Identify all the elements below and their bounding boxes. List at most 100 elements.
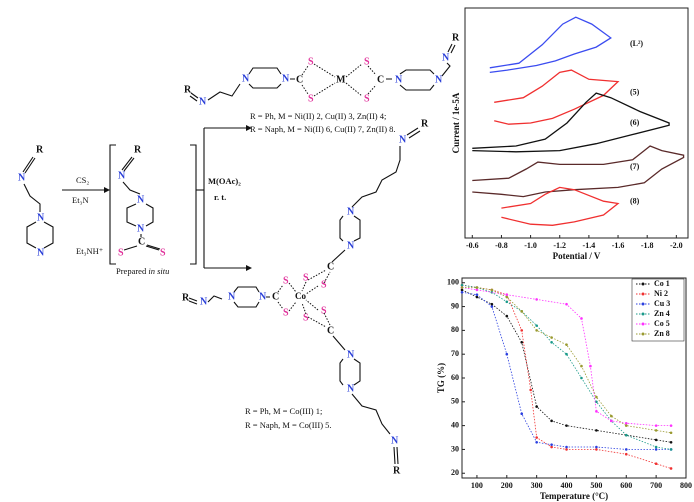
x-tick-label: -1.4 [583, 241, 596, 250]
point [520, 341, 523, 344]
arrowhead [104, 187, 110, 193]
point [595, 396, 598, 399]
point [670, 431, 673, 434]
atom: Co [295, 291, 306, 301]
point [550, 420, 553, 423]
y-axis-label: Current / 1e-5A [451, 92, 461, 153]
point [655, 446, 658, 449]
point [535, 436, 538, 439]
point [535, 298, 538, 301]
scheme-and-charts: R N N N CS₂ Et₃N R N N N C S S Et₃NH⁺ Pr… [0, 0, 694, 502]
bonds [190, 44, 455, 101]
point [580, 317, 583, 320]
point [520, 310, 523, 313]
point [506, 293, 509, 296]
x-tick-label: -1.2 [553, 241, 566, 250]
point [655, 429, 658, 432]
point [625, 424, 628, 427]
point [565, 343, 568, 346]
point [595, 410, 598, 413]
point [476, 286, 479, 289]
atom: S [308, 93, 314, 104]
caption: Prepared in situ [116, 266, 169, 276]
point [565, 424, 568, 427]
point [670, 424, 673, 427]
point [655, 462, 658, 465]
atom: S [308, 56, 314, 67]
point [595, 448, 598, 451]
atom: N [391, 435, 399, 446]
atom: N [395, 74, 403, 85]
point [565, 303, 568, 306]
y-tick-label: 20 [451, 468, 459, 477]
point [565, 448, 568, 451]
point [506, 353, 509, 356]
atom: R [36, 144, 44, 155]
reagent: CS₂ [76, 175, 89, 185]
atom: N [228, 291, 236, 302]
atom: N [118, 170, 126, 181]
x-tick-label: 700 [650, 481, 662, 490]
point [461, 284, 464, 287]
x-axis-label: Temperature (°C) [540, 491, 608, 501]
point [625, 434, 628, 437]
series-label: (6) [630, 118, 640, 127]
atom: S [364, 93, 370, 104]
atom: C [138, 236, 145, 247]
counter-ion: Et₃NH⁺ [76, 246, 104, 256]
atom: N [347, 383, 355, 394]
atom: N [37, 212, 45, 223]
series-label: (7) [630, 162, 640, 171]
atom: N [242, 73, 250, 84]
point [461, 289, 464, 292]
atom: S [321, 279, 327, 290]
atom: N [347, 206, 355, 217]
point [595, 446, 598, 449]
legend-label: Ni 2 [654, 289, 668, 298]
series-label: (L²) [630, 39, 643, 48]
atom: R [134, 144, 142, 155]
legend-label: Co 1 [654, 279, 670, 288]
point [550, 336, 553, 339]
point [491, 289, 494, 292]
point [461, 286, 464, 289]
point [461, 291, 464, 294]
caption-part: in situ [148, 266, 169, 276]
y-tick-label: 100 [447, 278, 459, 287]
point [589, 365, 592, 368]
x-tick-label: -1.8 [641, 241, 654, 250]
legend-marker [642, 333, 645, 336]
atom: C [377, 74, 384, 85]
atom: C [272, 291, 279, 302]
atom: S [283, 307, 289, 318]
point [506, 296, 509, 299]
scheme: R N N N CS₂ Et₃N R N N N C S S Et₃NH⁺ Pr… [18, 32, 460, 476]
atom: C [327, 325, 334, 336]
atom: N [137, 194, 145, 205]
point [625, 453, 628, 456]
legend-label: Co 5 [654, 319, 670, 328]
y-tick-label: 30 [451, 444, 459, 453]
point [550, 446, 553, 449]
legend-label: Zn 8 [654, 329, 670, 338]
point [535, 329, 538, 332]
point [491, 303, 494, 306]
bracket [110, 145, 196, 264]
legend-marker [642, 303, 645, 306]
series-label: (5) [630, 87, 640, 96]
atom: R [452, 32, 460, 43]
x-axis-label: Potential / V [553, 251, 601, 261]
atom: N [137, 223, 145, 234]
atom: N [399, 134, 407, 145]
atom: R [182, 292, 190, 303]
legend-label: Cu 3 [654, 299, 670, 308]
atom: N [200, 296, 208, 307]
y-tick-label: 40 [451, 420, 459, 429]
x-tick-label: 800 [680, 481, 692, 490]
series-line [501, 187, 618, 225]
caption-part: Prepared [116, 266, 147, 276]
legend-marker [642, 323, 645, 326]
atom: N [347, 349, 355, 360]
atom: N [282, 73, 290, 84]
product-note: R = Naph, M = Ni(II) 6, Cu(II) 7, Zn(II)… [250, 124, 396, 134]
